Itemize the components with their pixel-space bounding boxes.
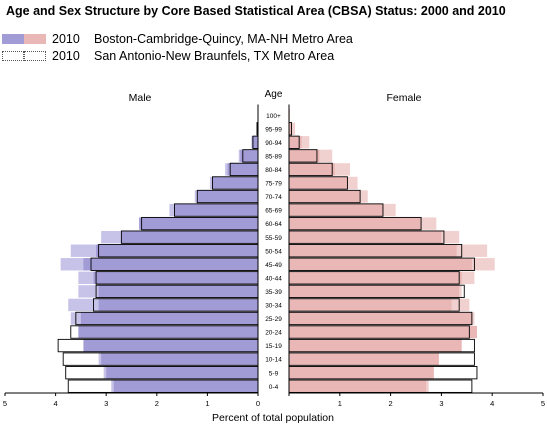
legend-swatch-male	[2, 33, 24, 44]
x-tick-label: 0	[256, 399, 260, 408]
age-label: 40-44	[265, 275, 282, 282]
x-tick-label: 3	[439, 399, 443, 408]
legend-year: 2010	[52, 31, 80, 46]
bar-male-boston-2010	[121, 230, 258, 244]
legend-year: 2010	[52, 48, 80, 63]
legend-swatch-outline-male	[2, 50, 24, 61]
bar-male-boston-2010	[83, 339, 259, 352]
bar-male-boston-2010	[227, 163, 258, 176]
x-tick-label: 1	[205, 399, 209, 408]
age-label: 100+	[266, 113, 281, 120]
bar-female-boston-2010	[289, 217, 422, 230]
bar-male-boston-2010	[113, 380, 258, 393]
x-tick-label: 5	[541, 399, 545, 408]
bar-female-boston-2010	[289, 163, 335, 176]
bar-male-boston-2010	[93, 271, 258, 285]
bar-male-boston-2010	[212, 176, 258, 190]
bar-male-boston-2010	[96, 244, 258, 257]
x-tick-label: 1	[338, 399, 342, 408]
x-tick-label: 4	[490, 399, 494, 408]
bar-male-boston-2010	[106, 366, 258, 379]
legend-item-san-antonio: 2010 San Antonio-New Braunfels, TX Metro…	[2, 48, 353, 63]
x-tick-label: 2	[389, 399, 393, 408]
bar-female-boston-2010	[289, 312, 472, 325]
age-label: 55-59	[265, 235, 282, 242]
age-label: 65-69	[265, 208, 282, 215]
bar-female-boston-2010	[289, 352, 439, 366]
age-label: 15-19	[265, 343, 282, 350]
bar-male-boston-2010	[256, 122, 258, 135]
bar-female-boston-2010	[289, 230, 442, 244]
age-label: 80-84	[265, 167, 282, 174]
age-label: 5-9	[269, 370, 279, 377]
x-tick-label: 2	[155, 399, 159, 408]
female-label: Female	[386, 92, 421, 104]
bar-female-boston-2010	[289, 190, 361, 203]
bar-female-boston-2010	[289, 366, 434, 379]
bar-female-boston-2010	[289, 325, 477, 339]
bar-male-boston-2010	[174, 203, 258, 217]
bar-female-boston-2010	[289, 298, 452, 312]
legend-label: Boston-Cambridge-Quincy, MA-NH Metro Are…	[94, 31, 353, 46]
age-label: 50-54	[265, 248, 282, 255]
legend-swatch-female	[24, 33, 46, 44]
age-label: 10-14	[265, 357, 282, 364]
bar-male-boston-2010	[197, 190, 258, 203]
age-label: 75-79	[265, 181, 282, 188]
chart-title: Age and Sex Structure by Core Based Stat…	[6, 4, 506, 18]
x-axis-title: Percent of total population	[212, 412, 334, 424]
age-label: 95-99	[265, 126, 282, 133]
legend-item-boston: 2010 Boston-Cambridge-Quincy, MA-NH Metr…	[2, 31, 353, 46]
bar-female-boston-2010	[289, 258, 472, 271]
bar-female-boston-2010	[289, 203, 383, 217]
age-label: 70-74	[265, 194, 282, 201]
age-label: 90-94	[265, 140, 282, 147]
bar-male-boston-2010	[98, 298, 258, 312]
bar-male-boston-2010	[78, 325, 259, 339]
bar-female-boston-2010	[289, 271, 462, 285]
x-tick-label: 3	[104, 399, 108, 408]
bar-male-boston-2010	[98, 285, 258, 298]
bar-female-boston-2010	[289, 122, 292, 135]
bar-female-boston-2010	[289, 176, 348, 190]
legend-swatch-outline-female	[24, 50, 46, 61]
bar-female-boston-2000	[289, 122, 296, 135]
bar-female-boston-2010	[289, 285, 460, 298]
bar-male-boston-2010	[83, 258, 259, 271]
bar-male-boston-2010	[101, 352, 258, 366]
bar-female-boston-2010	[289, 149, 320, 163]
age-label: 35-39	[265, 289, 282, 296]
bar-male-boston-2010	[139, 217, 258, 230]
age-axis-label: Age	[265, 89, 283, 100]
age-label: 45-49	[265, 262, 282, 269]
bar-female-boston-2010	[289, 244, 457, 257]
legend-label: San Antonio-New Braunfels, TX Metro Area	[94, 48, 335, 63]
age-label: 20-24	[265, 330, 282, 337]
age-label: 0-4	[269, 384, 279, 391]
age-label: 30-34	[265, 303, 282, 310]
age-label: 85-89	[265, 153, 282, 160]
bar-male-boston-2010	[251, 136, 258, 149]
male-label: Male	[129, 92, 152, 104]
bar-female-boston-2010	[289, 339, 462, 352]
age-label: 25-29	[265, 316, 282, 323]
bar-male-boston-2010	[240, 149, 258, 163]
legend: 2010 Boston-Cambridge-Quincy, MA-NH Metr…	[2, 31, 353, 65]
x-tick-label: 5	[3, 399, 7, 408]
age-label: 60-64	[265, 221, 282, 228]
bar-female-boston-2010	[289, 380, 427, 393]
bar-female-boston-2000	[289, 109, 291, 122]
bar-female-boston-2010	[289, 136, 302, 149]
bar-male-boston-2010	[80, 312, 259, 325]
x-tick-label: 4	[54, 399, 58, 408]
